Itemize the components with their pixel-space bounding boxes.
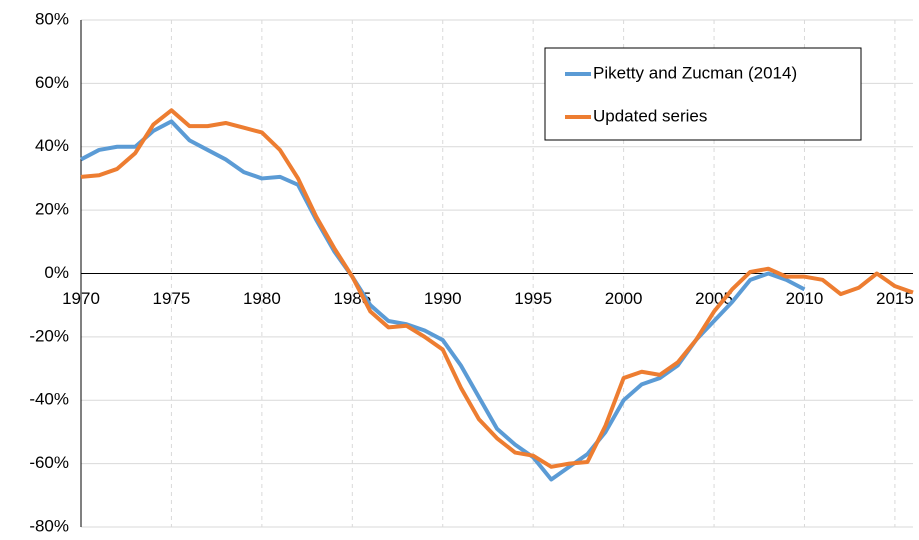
x-tick-label: 1995: [514, 289, 552, 308]
x-tick-label: 2005: [695, 289, 733, 308]
y-tick-label: 0%: [44, 263, 69, 282]
legend-label: Piketty and Zucman (2014): [593, 63, 797, 82]
y-tick-label: -20%: [29, 326, 69, 345]
y-tick-label: 60%: [35, 73, 69, 92]
y-tick-label: 80%: [35, 9, 69, 28]
legend-box: [544, 47, 862, 141]
legend-label: Updated series: [593, 106, 707, 125]
series-line: [80, 108, 914, 469]
y-tick-label: 20%: [35, 200, 69, 219]
x-tick-label: 1990: [424, 289, 462, 308]
x-tick-label: 1980: [243, 289, 281, 308]
y-tick-label: -40%: [29, 390, 69, 409]
y-tick-label: -60%: [29, 453, 69, 472]
y-tick-label: 40%: [35, 136, 69, 155]
x-tick-label: 2010: [786, 289, 824, 308]
y-tick-label: -80%: [29, 516, 69, 535]
x-tick-label: 1975: [153, 289, 191, 308]
x-tick-label: 2000: [605, 289, 643, 308]
x-tick-label: 2015: [876, 289, 914, 308]
